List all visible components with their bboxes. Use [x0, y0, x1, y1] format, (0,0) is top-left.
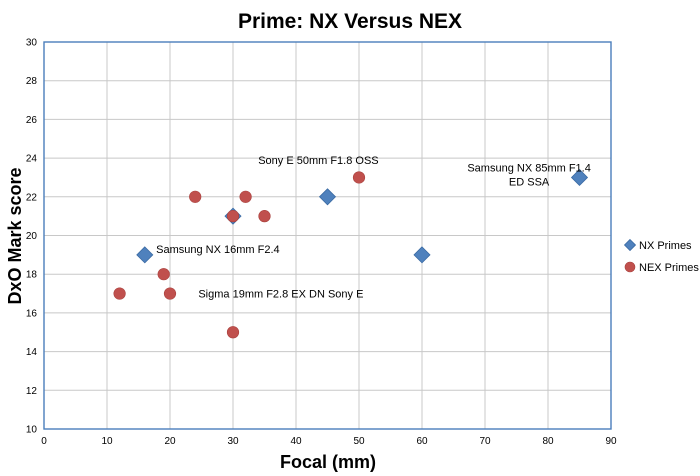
nex-prime-point: [226, 210, 240, 223]
data-points: [113, 168, 589, 339]
y-axis-ticks: 10 12 14 16 18 20 22 24 26 28 30: [26, 38, 38, 436]
y-tick-label: 14: [26, 347, 38, 358]
nx-prime-point: [570, 168, 589, 187]
y-tick-label: 20: [26, 231, 38, 242]
x-tick-label: 70: [479, 436, 491, 447]
nex-prime-point: [239, 190, 252, 203]
annotation-label: Sony E 50mm F1.8 OSS: [258, 155, 378, 167]
annotations: Sony E 50mm F1.8 OSS Samsung NX 85mm F1.4…: [156, 155, 591, 301]
x-tick-label: 20: [164, 436, 176, 447]
nex-prime-point: [157, 268, 170, 281]
y-tick-label: 16: [26, 308, 38, 319]
x-tick-label: 40: [290, 436, 302, 447]
legend-swatch-nx: [623, 238, 637, 252]
y-tick-label: 22: [26, 192, 38, 203]
nex-prime-point: [226, 326, 240, 339]
y-tick-label: 12: [26, 386, 38, 397]
nex-prime-point: [352, 171, 366, 184]
annotation-label: Samsung NX 16mm F2.4: [156, 244, 280, 256]
nx-prime-point: [413, 246, 431, 264]
x-tick-label: 10: [101, 436, 113, 447]
legend-swatch-nex: [624, 261, 636, 273]
y-tick-label: 10: [26, 425, 38, 436]
x-axis-ticks: 0 10 20 30 40 50 60 70 80 90: [41, 436, 617, 447]
nex-prime-point: [258, 210, 271, 223]
y-tick-label: 24: [26, 154, 38, 165]
x-tick-label: 30: [227, 436, 239, 447]
x-tick-label: 80: [542, 436, 554, 447]
nex-prime-point: [163, 287, 177, 300]
nx-prime-point: [318, 188, 337, 206]
x-tick-label: 50: [353, 436, 365, 447]
plot-area: [43, 41, 612, 430]
y-tick-label: 18: [26, 270, 38, 281]
nx-prime-point: [136, 246, 154, 264]
y-tick-label: 26: [26, 115, 38, 126]
grid: [43, 41, 612, 430]
y-tick-label: 30: [26, 38, 38, 49]
nex-prime-point: [189, 190, 202, 203]
annotation-label: Sigma 19mm F2.8 EX DN Sony E: [198, 288, 363, 300]
nex-prime-point: [113, 287, 126, 300]
y-axis-title: DxO Mark score: [5, 167, 25, 304]
annotation-label: Samsung NX 85mm F1.4 ED SSA: [467, 163, 591, 189]
x-tick-label: 90: [605, 436, 617, 447]
chart-title: Prime: NX Versus NEX: [238, 10, 462, 33]
legend-entry: NEX Primes: [639, 262, 699, 274]
legend-entry: NX Primes: [639, 240, 692, 252]
x-tick-label: 60: [416, 436, 428, 447]
x-axis-title: Focal (mm): [280, 452, 376, 472]
legend: NX Primes NEX Primes: [623, 238, 699, 274]
x-tick-label: 0: [41, 436, 47, 447]
y-tick-label: 28: [26, 76, 38, 87]
